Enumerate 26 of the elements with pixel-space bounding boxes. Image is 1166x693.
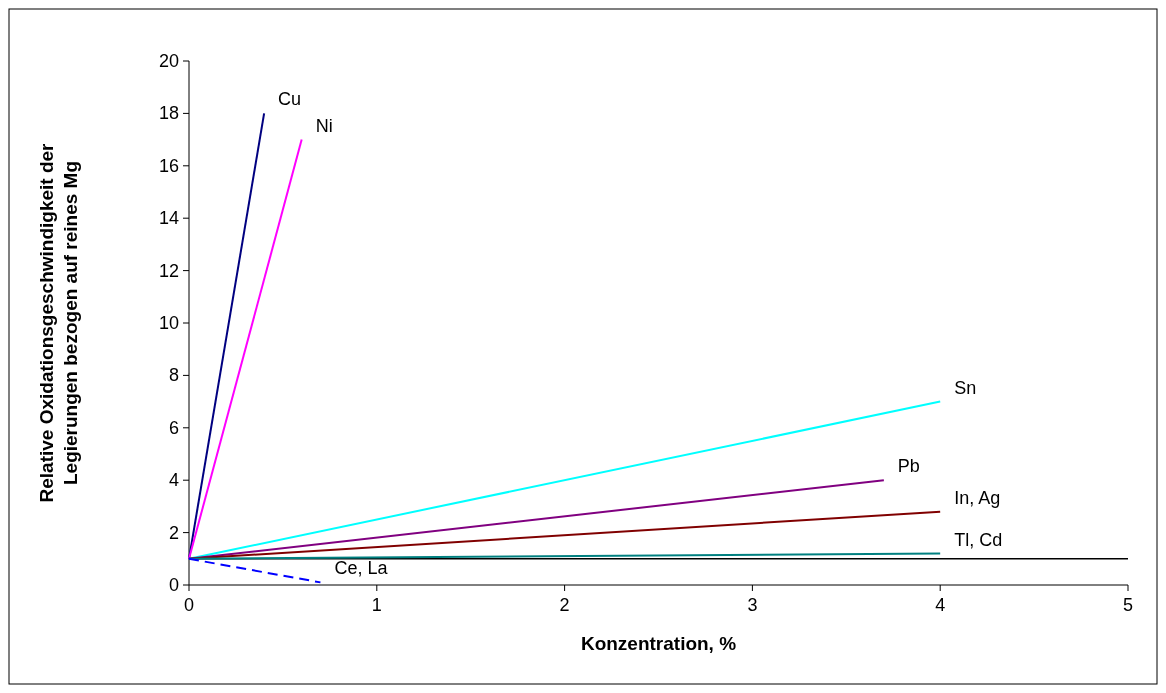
x-tick-label: 4 bbox=[935, 595, 946, 615]
series-label: Tl, Cd bbox=[954, 529, 1003, 550]
y-tick-label: 14 bbox=[158, 208, 179, 229]
y-tick-label: 0 bbox=[168, 575, 179, 595]
x-tick-label: 5 bbox=[1122, 595, 1134, 615]
series-label: In, Ag bbox=[954, 487, 1001, 508]
x-tick-label: 2 bbox=[559, 595, 570, 615]
y-tick-label: 16 bbox=[158, 155, 179, 176]
series-label: Pb bbox=[897, 456, 920, 477]
y-tick-label: 12 bbox=[158, 260, 179, 281]
series-label: Ce, La bbox=[334, 558, 389, 579]
y-tick-label: 4 bbox=[168, 470, 179, 491]
x-tick-label: 3 bbox=[747, 595, 758, 615]
y-tick-label: 6 bbox=[168, 417, 179, 438]
y-axis-title: Relative Oxidationsgeschwindigkeit der Legierungen bezogen auf reines Mg bbox=[36, 142, 81, 503]
x-tick-label: 1 bbox=[371, 595, 382, 615]
y-tick-label: 2 bbox=[168, 522, 179, 543]
series-label: Cu bbox=[278, 89, 302, 110]
series-label: Ni bbox=[315, 115, 333, 136]
x-axis-title: Konzentration, % bbox=[580, 633, 737, 654]
y-tick-label: 10 bbox=[158, 313, 179, 333]
x-tick-label: 0 bbox=[183, 595, 195, 615]
y-tick-label: 18 bbox=[158, 103, 179, 124]
series-label: Sn bbox=[954, 377, 977, 398]
y-tick-label: 8 bbox=[168, 365, 179, 386]
y-tick-label: 20 bbox=[158, 51, 179, 71]
